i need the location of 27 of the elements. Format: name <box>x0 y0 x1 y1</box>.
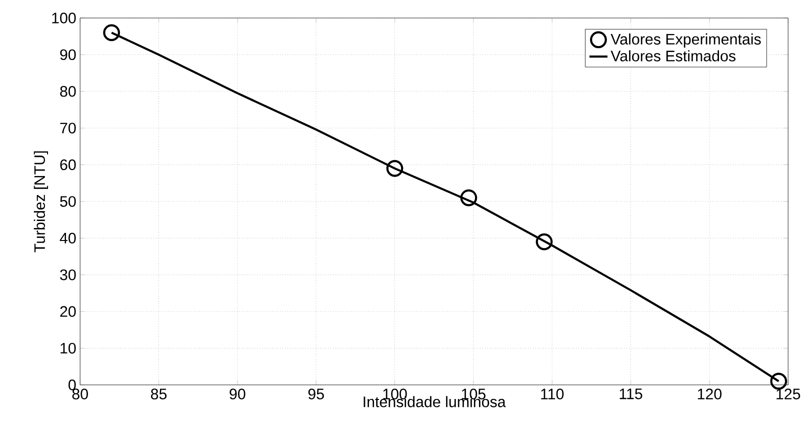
y-tick-label: 90 <box>60 49 76 60</box>
x-tick-label: 85 <box>150 388 167 400</box>
x-tick-label: 115 <box>620 388 642 400</box>
x-tick-label: 90 <box>230 388 246 400</box>
point <box>386 160 404 177</box>
y-tick-label: 60 <box>60 159 76 170</box>
point <box>536 233 553 250</box>
y-axis-title: Turbidez [NTU] <box>34 151 48 252</box>
point <box>103 24 120 42</box>
legend-label: Valores Experimentais <box>610 33 761 48</box>
point <box>460 189 478 206</box>
y-tick-label: 30 <box>60 269 76 280</box>
y-tick-label: 70 <box>60 122 76 134</box>
y-tick-label: 40 <box>60 232 76 244</box>
y-tick-label: 100 <box>52 12 76 24</box>
y-tick-label: 0 <box>68 380 76 390</box>
x-tick-label: 110 <box>541 388 564 400</box>
y-tick-label: 10 <box>60 342 76 354</box>
y-tick-label: 80 <box>60 86 76 97</box>
y-tick-label: 20 <box>60 306 76 317</box>
x-tick-label: 120 <box>698 388 722 400</box>
point <box>770 372 788 390</box>
x-tick-label: 125 <box>776 388 800 400</box>
y-tick-label: 50 <box>60 196 76 207</box>
x-tick-label: 80 <box>72 388 88 400</box>
x-tick-label: 95 <box>308 388 324 400</box>
legend-label: Valores Estimados <box>610 50 736 62</box>
